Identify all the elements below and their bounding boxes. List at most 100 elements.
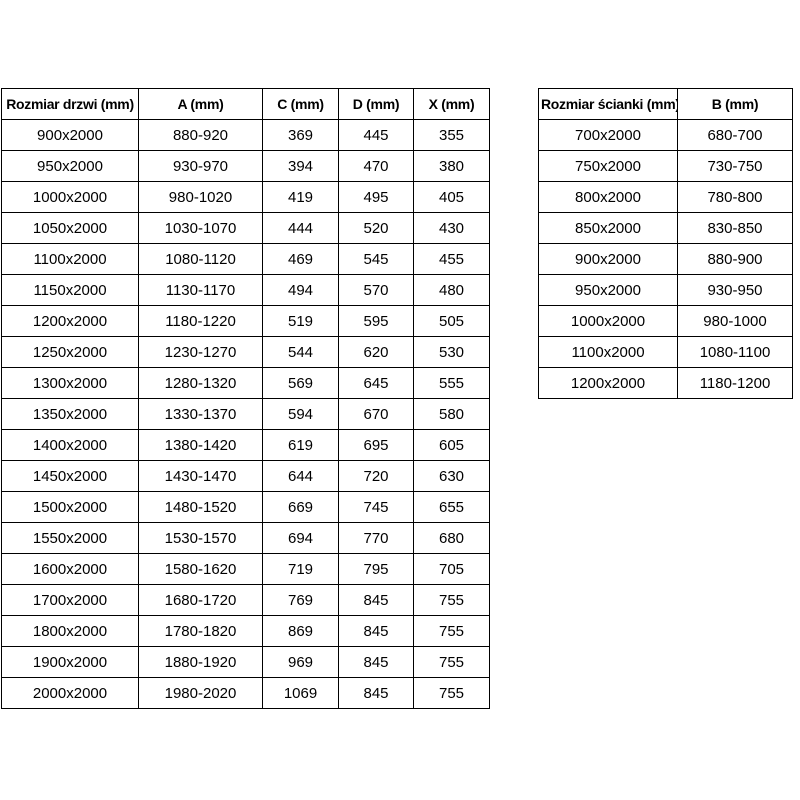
- table-cell: 869: [262, 615, 339, 647]
- table-cell: 645: [338, 367, 414, 399]
- table-cell: 670: [338, 398, 414, 430]
- table-cell: 569: [262, 367, 339, 399]
- table-row: 1400x2000 1380-1420 619 695 605: [1, 429, 490, 461]
- table-cell: 595: [338, 305, 414, 337]
- table-cell: 1200x2000: [538, 367, 678, 399]
- table-cell: 950x2000: [538, 274, 678, 306]
- table-cell: 845: [338, 615, 414, 647]
- table-cell: 1050x2000: [1, 212, 139, 244]
- table-cell: 1330-1370: [138, 398, 263, 430]
- table-row: 1200x2000 1180-1200: [538, 367, 793, 399]
- table-cell: 1069: [262, 677, 339, 709]
- table-row: 1000x2000 980-1000: [538, 305, 793, 337]
- table-cell: 1100x2000: [1, 243, 139, 275]
- table-row: 700x2000 680-700: [538, 119, 793, 151]
- table-row: 1300x2000 1280-1320 569 645 555: [1, 367, 490, 399]
- table-row: 1500x2000 1480-1520 669 745 655: [1, 491, 490, 523]
- table-cell: 750x2000: [538, 150, 678, 182]
- table-cell: 655: [413, 491, 490, 523]
- table-row: 900x2000 880-920 369 445 355: [1, 119, 490, 151]
- table-cell: 644: [262, 460, 339, 492]
- table-row: 1250x2000 1230-1270 544 620 530: [1, 336, 490, 368]
- table-cell: 930-970: [138, 150, 263, 182]
- table-row: 800x2000 780-800: [538, 181, 793, 213]
- table-cell: 594: [262, 398, 339, 430]
- table-cell: 1300x2000: [1, 367, 139, 399]
- table-cell: 880-920: [138, 119, 263, 151]
- table-cell: 369: [262, 119, 339, 151]
- table-cell: 700x2000: [538, 119, 678, 151]
- table-cell: 900x2000: [1, 119, 139, 151]
- table-cell: 830-850: [677, 212, 793, 244]
- table-row: 1600x2000 1580-1620 719 795 705: [1, 553, 490, 585]
- table-cell: 1800x2000: [1, 615, 139, 647]
- table-cell: 800x2000: [538, 181, 678, 213]
- table-cell: 444: [262, 212, 339, 244]
- table-row: 1100x2000 1080-1100: [538, 336, 793, 368]
- table-row: 1350x2000 1330-1370 594 670 580: [1, 398, 490, 430]
- table-row: 2000x2000 1980-2020 1069 845 755: [1, 677, 490, 709]
- table-cell: 469: [262, 243, 339, 275]
- table-cell: 950x2000: [1, 150, 139, 182]
- table-cell: 680: [413, 522, 490, 554]
- table-cell: 630: [413, 460, 490, 492]
- table-cell: 355: [413, 119, 490, 151]
- table-cell: 1080-1120: [138, 243, 263, 275]
- table-cell: 530: [413, 336, 490, 368]
- table-cell: 669: [262, 491, 339, 523]
- table-cell: 505: [413, 305, 490, 337]
- table-cell: 1400x2000: [1, 429, 139, 461]
- table-row: 1200x2000 1180-1220 519 595 505: [1, 305, 490, 337]
- wall-table-header-row: Rozmiar ścianki (mm) B (mm): [538, 88, 793, 120]
- table-cell: 545: [338, 243, 414, 275]
- table-cell: 570: [338, 274, 414, 306]
- table-cell: 1080-1100: [677, 336, 793, 368]
- table-cell: 405: [413, 181, 490, 213]
- table-cell: 1980-2020: [138, 677, 263, 709]
- table-cell: 850x2000: [538, 212, 678, 244]
- table-cell: 480: [413, 274, 490, 306]
- table-cell: 1450x2000: [1, 460, 139, 492]
- table-cell: 755: [413, 646, 490, 678]
- table-cell: 430: [413, 212, 490, 244]
- table-cell: 470: [338, 150, 414, 182]
- table-cell: 605: [413, 429, 490, 461]
- table-cell: 695: [338, 429, 414, 461]
- table-cell: 680-700: [677, 119, 793, 151]
- table-cell: 544: [262, 336, 339, 368]
- table-cell: 1500x2000: [1, 491, 139, 523]
- table-cell: 980-1000: [677, 305, 793, 337]
- table-cell: 770: [338, 522, 414, 554]
- table-row: 1150x2000 1130-1170 494 570 480: [1, 274, 490, 306]
- table-cell: 1700x2000: [1, 584, 139, 616]
- table-cell: 795: [338, 553, 414, 585]
- table-cell: 445: [338, 119, 414, 151]
- table-cell: 380: [413, 150, 490, 182]
- table-cell: 755: [413, 677, 490, 709]
- table-cell: 394: [262, 150, 339, 182]
- table-cell: 720: [338, 460, 414, 492]
- table-cell: 1180-1220: [138, 305, 263, 337]
- column-header: Rozmiar ścianki (mm): [538, 88, 678, 120]
- table-cell: 1480-1520: [138, 491, 263, 523]
- table-cell: 719: [262, 553, 339, 585]
- table-cell: 1550x2000: [1, 522, 139, 554]
- table-cell: 980-1020: [138, 181, 263, 213]
- table-cell: 519: [262, 305, 339, 337]
- table-cell: 1130-1170: [138, 274, 263, 306]
- door-sizes-table: Rozmiar drzwi (mm) A (mm) C (mm) D (mm) X (m…: [1, 88, 490, 709]
- table-row: 1700x2000 1680-1720 769 845 755: [1, 584, 490, 616]
- table-cell: 930-950: [677, 274, 793, 306]
- table-cell: 1000x2000: [1, 181, 139, 213]
- table-cell: 845: [338, 646, 414, 678]
- table-cell: 694: [262, 522, 339, 554]
- table-cell: 1580-1620: [138, 553, 263, 585]
- table-cell: 1000x2000: [538, 305, 678, 337]
- table-cell: 1880-1920: [138, 646, 263, 678]
- table-cell: 755: [413, 615, 490, 647]
- table-cell: 1100x2000: [538, 336, 678, 368]
- table-cell: 969: [262, 646, 339, 678]
- column-header: C (mm): [262, 88, 339, 120]
- table-cell: 1150x2000: [1, 274, 139, 306]
